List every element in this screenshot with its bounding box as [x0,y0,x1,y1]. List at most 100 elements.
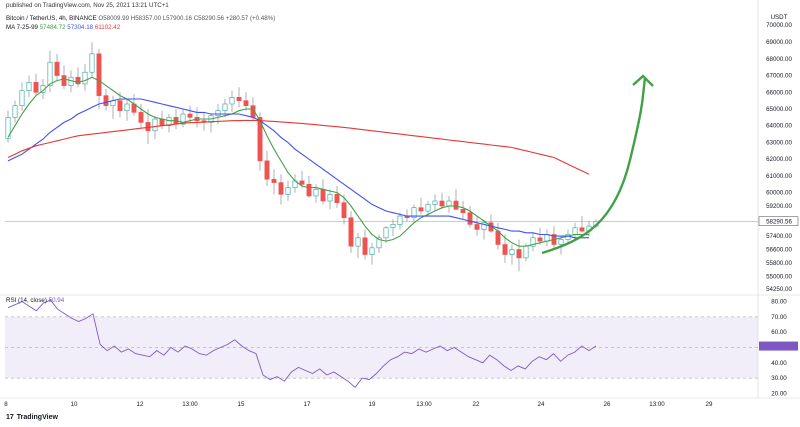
candle[interactable] [229,97,235,105]
price-tick: 67000.00 [766,73,792,80]
candle[interactable] [61,75,67,86]
ma25-value: 57304.18 [67,24,94,31]
candle[interactable] [362,237,368,255]
candle[interactable] [306,183,312,197]
candle[interactable] [299,180,305,185]
rsi-label-text: RSI (14, close) [6,297,47,304]
candle[interactable] [341,202,347,219]
time-tick: 24 [538,401,545,408]
candle[interactable] [432,200,438,205]
time-tick: 13:00 [182,401,198,408]
ma25-line[interactable] [7,98,590,239]
candle[interactable] [33,81,39,93]
candle[interactable] [54,61,60,76]
candle[interactable] [103,95,109,106]
rsi-pane[interactable] [5,299,758,388]
footer-brand[interactable]: 17 TradingView [6,414,58,421]
price-tick: 66000.00 [766,89,792,96]
candle[interactable] [138,112,144,123]
ma99-line[interactable] [7,119,590,175]
time-tick: 12 [137,401,144,408]
candle[interactable] [572,227,578,235]
candle[interactable] [117,100,123,111]
candle[interactable] [544,234,550,242]
current-price-label: 58290.56 [766,218,792,225]
candle[interactable] [523,245,529,259]
candle[interactable] [334,194,340,203]
projection-arrow [541,77,647,255]
time-tick: 15 [238,401,245,408]
current-price-tag [758,216,799,226]
candle[interactable] [383,227,389,239]
candle[interactable] [12,105,18,118]
price-tick: 61000.00 [766,173,792,180]
candle[interactable] [82,71,88,85]
candle[interactable] [313,188,319,197]
candle[interactable] [376,237,382,249]
candle[interactable] [481,222,487,230]
candle[interactable] [397,215,403,225]
candle[interactable] [152,118,158,132]
ma99-value: 61102.42 [94,24,121,31]
candle[interactable] [502,244,508,255]
candle[interactable] [530,237,536,247]
candle[interactable] [446,200,452,207]
rsi-tick: 80.00 [771,299,787,306]
candle[interactable] [411,207,417,219]
candle[interactable] [355,237,361,247]
candle[interactable] [369,247,375,255]
candle[interactable] [320,188,326,202]
candle[interactable] [180,113,186,125]
rsi-legend: RSI (14, close) 50.94 [6,297,64,304]
symbol-name: Bitcoin / TetherUS, 4h, BINANCE [6,15,97,22]
time-tick: 29 [706,401,713,408]
candle[interactable] [348,217,354,247]
candle[interactable] [460,209,466,214]
candle[interactable] [579,227,585,232]
candle[interactable] [453,200,459,210]
rsi-band [5,316,758,379]
candle[interactable] [516,249,522,259]
rsi-line[interactable] [7,299,597,388]
candle[interactable] [439,200,445,207]
candle[interactable] [278,182,284,195]
candle[interactable] [474,224,480,230]
candle[interactable] [418,207,424,212]
candle[interactable] [243,100,249,106]
candle[interactable] [96,53,102,96]
candle[interactable] [215,110,221,117]
candle[interactable] [537,237,543,242]
candle[interactable] [75,76,81,85]
candle[interactable] [26,81,32,91]
candle[interactable] [257,117,263,162]
candle[interactable] [47,61,53,86]
candle[interactable] [558,239,564,245]
candle[interactable] [390,224,396,229]
candle[interactable] [89,53,95,73]
candle[interactable] [285,187,291,195]
candle[interactable] [145,122,151,132]
price-tick: 56600.00 [766,247,792,254]
candle[interactable] [159,118,165,127]
candle[interactable] [467,212,473,225]
candle[interactable] [124,103,130,111]
candle[interactable] [509,249,515,255]
price-tick: 70000.00 [766,22,792,29]
time-tick: 26 [604,401,611,408]
price-tick: 64000.00 [766,123,792,130]
candle[interactable] [264,160,270,180]
candle[interactable] [327,194,333,202]
candle[interactable] [19,90,25,106]
candle[interactable] [271,178,277,183]
candle[interactable] [166,117,172,127]
candle[interactable] [236,97,242,101]
ma-label: MA 7-25-99 [6,24,38,31]
candle[interactable] [425,204,431,212]
candle[interactable] [187,113,193,118]
candle[interactable] [222,103,228,111]
candle[interactable] [5,117,11,139]
ma7-line[interactable] [7,76,590,247]
price-pane[interactable] [5,42,758,272]
